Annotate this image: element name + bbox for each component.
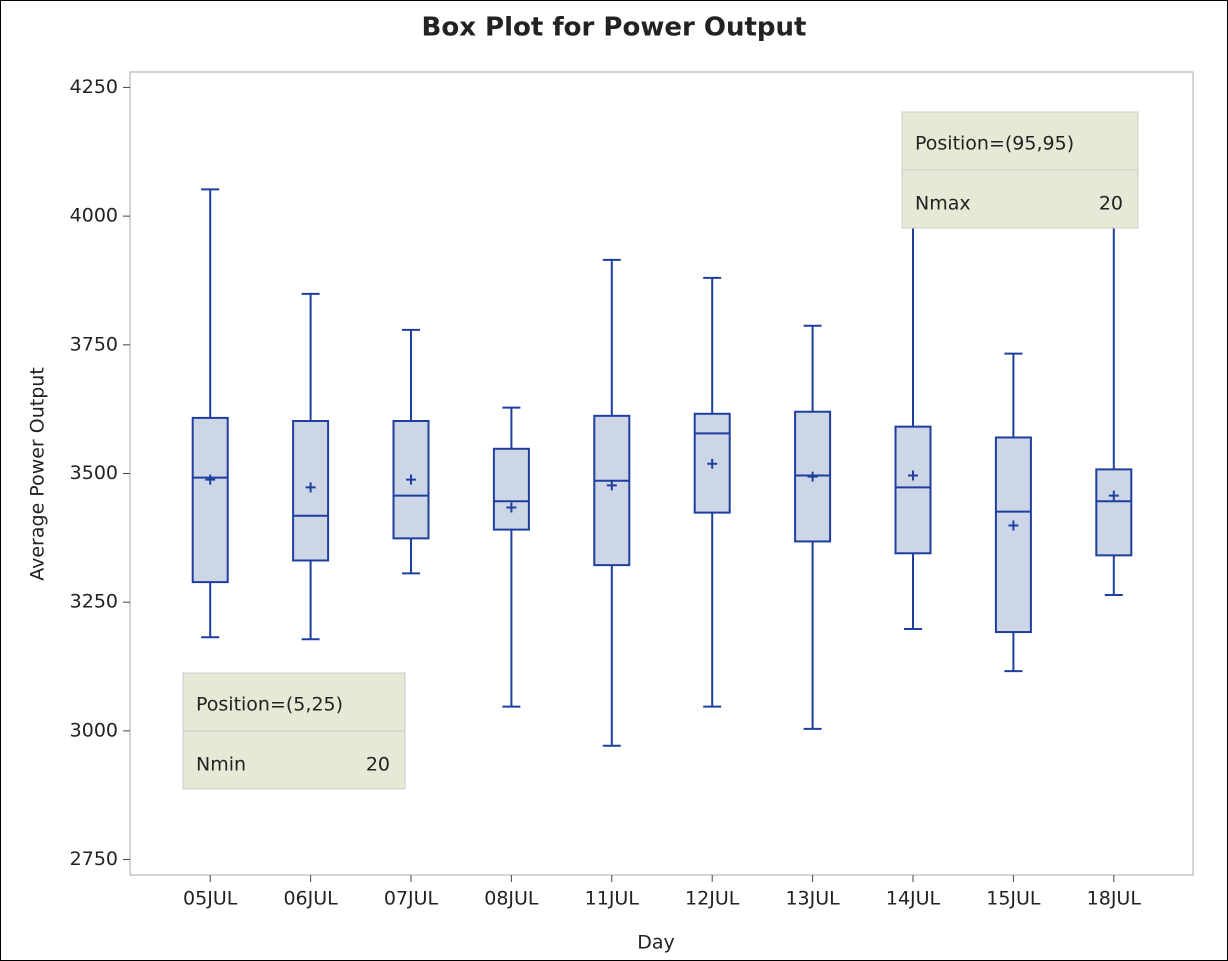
y-tick-label: 3250: [70, 591, 118, 613]
x-tick-label: 14JUL: [886, 888, 941, 910]
x-tick-label: 06JUL: [283, 888, 338, 910]
box: [894, 425, 932, 555]
mean-marker: [1108, 490, 1119, 501]
y-tick-label: 3500: [70, 462, 118, 484]
mean-marker: [807, 471, 818, 482]
mean-marker: [205, 474, 216, 485]
inset-label: Nmax: [915, 193, 971, 215]
box: [492, 447, 530, 531]
x-tick-label: 15JUL: [986, 888, 1041, 910]
x-tick-label: 07JUL: [384, 888, 439, 910]
inset-title: Position=(95,95): [915, 133, 1074, 155]
chart-title: Box Plot for Power Output: [422, 13, 807, 43]
x-tick-label: 12JUL: [685, 888, 740, 910]
mean-marker: [406, 474, 416, 485]
mean-marker: [707, 458, 718, 469]
mean-marker: [1008, 520, 1019, 531]
y-tick-label: 4000: [70, 205, 118, 227]
x-tick-label: 08JUL: [484, 888, 539, 910]
box: [1095, 468, 1133, 557]
y-tick-label: 4250: [70, 76, 118, 98]
x-tick-label: 13JUL: [785, 888, 840, 910]
x-tick-label: 05JUL: [183, 888, 238, 910]
inset-label: Nmin: [196, 754, 246, 776]
x-axis-label: Day: [637, 932, 675, 954]
box: [191, 416, 229, 584]
y-axis-label: Average Power Output: [27, 367, 49, 581]
y-tick-label: 2750: [70, 848, 118, 870]
inset-value: 20: [366, 754, 390, 776]
mean-marker: [305, 482, 316, 493]
y-tick-label: 3750: [70, 333, 118, 355]
inset-value: 20: [1099, 193, 1123, 215]
box: [593, 414, 631, 567]
x-tick-label: 11JUL: [585, 888, 640, 910]
x-tick-label: 18JUL: [1087, 888, 1142, 910]
mean-marker: [506, 502, 517, 513]
mean-marker: [908, 470, 918, 481]
inset-title: Position=(5,25): [196, 694, 343, 716]
mean-marker: [606, 480, 617, 491]
y-tick-label: 3000: [70, 719, 118, 741]
box: [994, 436, 1032, 634]
